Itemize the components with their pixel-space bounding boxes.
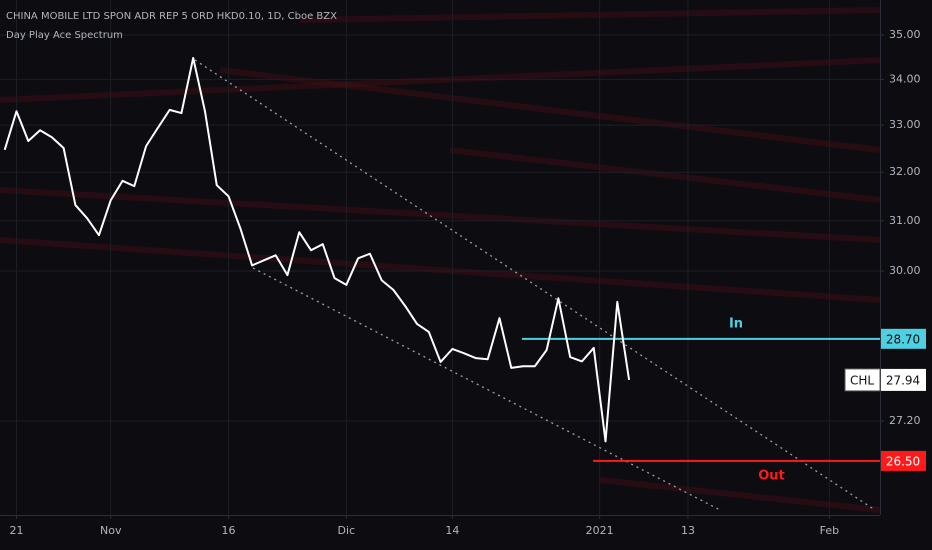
grid [0, 0, 880, 515]
x-tick-label: Dic [338, 524, 356, 537]
level-label: In [729, 316, 743, 331]
last-price-label: 27.94 [886, 373, 920, 387]
x-tick-label: 21 [9, 524, 23, 537]
y-tick-label: 33.00 [889, 118, 921, 131]
level-badge [881, 450, 926, 471]
chart-title: CHINA MOBILE LTD SPON ADR REP 5 ORD HKD0… [6, 11, 337, 22]
level-badge-label: 26.50 [886, 454, 920, 468]
y-tick-label: 32.00 [889, 165, 921, 178]
spectrum-haze [0, 7, 881, 513]
last-price-badge [881, 368, 926, 391]
chart-subtitle: Day Play Ace Spectrum [6, 30, 123, 41]
haze [449, 147, 881, 203]
x-tick-label: 2021 [586, 524, 614, 537]
y-tick-label: 27.20 [889, 414, 921, 427]
level-label: Out [758, 468, 785, 483]
haze [219, 67, 881, 153]
x-tick-label: 14 [445, 524, 459, 537]
series-name: CHL [850, 373, 874, 387]
haze [0, 187, 881, 243]
channel [194, 59, 876, 511]
y-tick-label: 31.00 [889, 214, 921, 227]
series-name-badge [844, 368, 881, 392]
x-tick-label: Nov [100, 524, 122, 537]
haze [0, 237, 881, 303]
price-line [3, 56, 631, 443]
plot [3, 56, 880, 462]
channel-lower [252, 267, 721, 511]
x-tick-label: 16 [222, 524, 236, 537]
haze [0, 57, 881, 103]
y-tick-label: 30.00 [889, 264, 921, 277]
level-badge [881, 328, 926, 349]
x-tick-label: 13 [681, 524, 695, 537]
haze [599, 477, 881, 513]
level-badge-label: 28.70 [886, 332, 920, 346]
haze [299, 7, 881, 23]
y-tick-label: 34.00 [889, 72, 921, 85]
channel-upper [194, 59, 876, 511]
y-tick-label: 35.00 [889, 28, 921, 41]
x-tick-label: Feb [820, 524, 839, 537]
